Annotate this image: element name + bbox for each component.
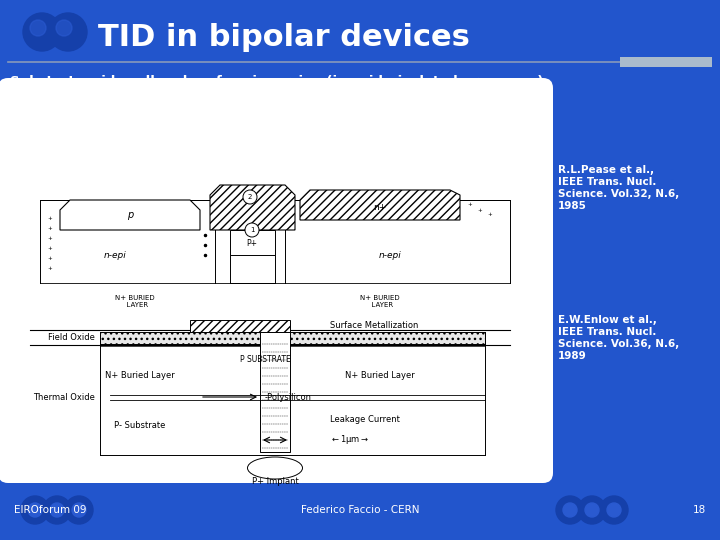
Text: 1: 1 bbox=[250, 227, 254, 233]
Circle shape bbox=[49, 13, 87, 51]
Bar bbox=[190, 320, 290, 332]
Circle shape bbox=[43, 496, 71, 524]
Text: TID in bipolar devices: TID in bipolar devices bbox=[98, 24, 470, 52]
Text: 18: 18 bbox=[693, 505, 706, 515]
Text: +: + bbox=[487, 213, 492, 218]
Circle shape bbox=[65, 496, 93, 524]
Circle shape bbox=[50, 503, 64, 517]
Circle shape bbox=[56, 20, 72, 36]
Text: Field Oxide: Field Oxide bbox=[48, 334, 95, 342]
Text: E.W.Enlow et al.,: E.W.Enlow et al., bbox=[558, 315, 657, 325]
Text: Substrate, sidewall and surface inversion (in oxide-isolated processes): Substrate, sidewall and surface inversio… bbox=[10, 75, 544, 88]
Text: +: + bbox=[48, 235, 53, 240]
Text: +: + bbox=[477, 207, 482, 213]
Circle shape bbox=[243, 190, 257, 204]
Circle shape bbox=[245, 223, 259, 237]
Text: $\leftarrow$1µm$\rightarrow$: $\leftarrow$1µm$\rightarrow$ bbox=[330, 434, 369, 447]
Text: +: + bbox=[48, 266, 53, 271]
Text: -Polysilicon: -Polysilicon bbox=[265, 393, 312, 402]
Ellipse shape bbox=[248, 457, 302, 479]
Text: n+: n+ bbox=[374, 202, 387, 212]
Circle shape bbox=[600, 496, 628, 524]
Circle shape bbox=[23, 13, 61, 51]
Circle shape bbox=[28, 503, 42, 517]
PathPatch shape bbox=[210, 185, 295, 230]
Text: IEEE Trans. Nucl.: IEEE Trans. Nucl. bbox=[558, 177, 657, 187]
Text: n-epi: n-epi bbox=[379, 251, 401, 260]
Text: 2: 2 bbox=[248, 194, 252, 200]
Circle shape bbox=[72, 503, 86, 517]
Text: 1985: 1985 bbox=[558, 201, 587, 211]
Text: Science. Vol.36, N.6,: Science. Vol.36, N.6, bbox=[558, 339, 679, 349]
Text: Federico Faccio - CERN: Federico Faccio - CERN bbox=[301, 505, 419, 515]
Bar bbox=[620, 57, 712, 67]
Text: +: + bbox=[48, 255, 53, 260]
Circle shape bbox=[585, 503, 599, 517]
Text: P+: P+ bbox=[246, 239, 258, 247]
Text: N+ Buried Layer: N+ Buried Layer bbox=[345, 370, 415, 380]
Bar bbox=[260, 332, 290, 452]
Text: +: + bbox=[48, 215, 53, 220]
Text: Leakage Current: Leakage Current bbox=[330, 415, 400, 424]
Text: Thermal Oxide: Thermal Oxide bbox=[33, 393, 95, 402]
Text: IEEE Trans. Nucl.: IEEE Trans. Nucl. bbox=[558, 327, 657, 337]
Text: N+ Buried Layer: N+ Buried Layer bbox=[105, 370, 175, 380]
Circle shape bbox=[563, 503, 577, 517]
Text: +: + bbox=[467, 202, 472, 207]
Text: n-epi: n-epi bbox=[104, 251, 127, 260]
Text: P+ Implant: P+ Implant bbox=[251, 477, 298, 487]
Text: P- Substrate: P- Substrate bbox=[114, 421, 166, 429]
Text: +: + bbox=[48, 246, 53, 251]
Circle shape bbox=[30, 20, 46, 36]
Circle shape bbox=[578, 496, 606, 524]
Text: 1989: 1989 bbox=[558, 351, 587, 361]
Text: P SUBSTRATE: P SUBSTRATE bbox=[240, 355, 290, 364]
Text: p: p bbox=[127, 210, 133, 220]
PathPatch shape bbox=[300, 190, 460, 220]
Text: Surface Metallization: Surface Metallization bbox=[330, 321, 418, 330]
Text: N+ BURIED
  LAYER: N+ BURIED LAYER bbox=[115, 295, 155, 308]
PathPatch shape bbox=[60, 200, 200, 230]
Text: EIROforum 09: EIROforum 09 bbox=[14, 505, 86, 515]
Bar bbox=[100, 332, 485, 344]
Text: Science. Vol.32, N.6,: Science. Vol.32, N.6, bbox=[558, 189, 679, 199]
Text: +: + bbox=[48, 226, 53, 231]
Text: N+ BURIED
  LAYER: N+ BURIED LAYER bbox=[360, 295, 400, 308]
Bar bbox=[230, 230, 275, 255]
Circle shape bbox=[21, 496, 49, 524]
FancyBboxPatch shape bbox=[0, 78, 553, 483]
Circle shape bbox=[556, 496, 584, 524]
Circle shape bbox=[607, 503, 621, 517]
Text: R.L.Pease et al.,: R.L.Pease et al., bbox=[558, 165, 654, 175]
